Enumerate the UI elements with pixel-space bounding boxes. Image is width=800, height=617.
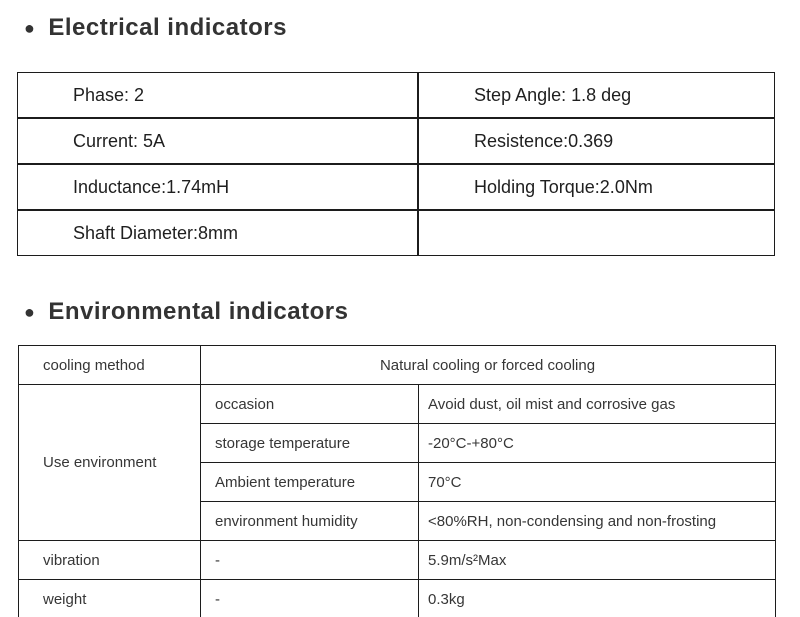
weight-dash: - bbox=[200, 579, 419, 617]
table-row: Current: 5A Resistence:0.369 bbox=[17, 118, 775, 164]
table-row: Inductance:1.74mH Holding Torque:2.0Nm bbox=[17, 164, 775, 210]
environmental-section-heading: ● Environmental indicators bbox=[24, 298, 800, 326]
cooling-method-value: Natural cooling or forced cooling bbox=[200, 345, 776, 385]
environment-humidity-label: environment humidity bbox=[200, 501, 419, 541]
environmental-table: cooling method Natural cooling or forced… bbox=[18, 345, 776, 617]
storage-temperature-value: -20°C-+80°C bbox=[418, 423, 776, 463]
table-row-storage-temperature: storage temperature -20°C-+80°C bbox=[19, 423, 776, 463]
table-row-vibration: vibration - 5.9m/s²Max bbox=[18, 540, 776, 580]
occasion-value: Avoid dust, oil mist and corrosive gas bbox=[418, 384, 776, 424]
storage-temperature-label: storage temperature bbox=[200, 423, 419, 463]
use-environment-label: Use environment bbox=[18, 384, 201, 541]
electrical-section-heading: ● Electrical indicators bbox=[24, 0, 800, 42]
environment-humidity-value: <80%RH, non-condensing and non-frosting bbox=[418, 501, 776, 541]
table-row: Shaft Diameter:8mm bbox=[17, 210, 775, 256]
spec-cell-phase: Phase: 2 bbox=[17, 72, 419, 118]
vibration-label: vibration bbox=[18, 540, 201, 580]
spec-cell-empty bbox=[418, 210, 775, 256]
table-row-cooling-method: cooling method Natural cooling or forced… bbox=[18, 345, 776, 385]
electrical-table: Phase: 2 Step Angle: 1.8 deg Current: 5A… bbox=[17, 72, 775, 256]
table-row: Phase: 2 Step Angle: 1.8 deg bbox=[17, 72, 775, 118]
cooling-method-label: cooling method bbox=[18, 345, 201, 385]
vibration-dash: - bbox=[200, 540, 419, 580]
spec-cell-resistance: Resistence:0.369 bbox=[418, 118, 775, 164]
ambient-temperature-value: 70°C bbox=[418, 462, 776, 502]
occasion-label: occasion bbox=[200, 384, 419, 424]
table-row-ambient-temperature: Ambient temperature 70°C bbox=[19, 462, 776, 502]
spec-cell-shaft-diameter: Shaft Diameter:8mm bbox=[17, 210, 419, 256]
table-row-environment-humidity: environment humidity <80%RH, non-condens… bbox=[19, 501, 776, 541]
spec-cell-step-angle: Step Angle: 1.8 deg bbox=[418, 72, 775, 118]
bullet-icon: ● bbox=[24, 302, 36, 322]
weight-value: 0.3kg bbox=[418, 579, 776, 617]
spec-cell-inductance: Inductance:1.74mH bbox=[17, 164, 419, 210]
electrical-heading-text: Electrical indicators bbox=[48, 14, 287, 41]
table-row-occasion: Use environment occasion Avoid dust, oil… bbox=[18, 384, 776, 541]
table-row-weight: weight - 0.3kg bbox=[18, 579, 776, 617]
spec-cell-current: Current: 5A bbox=[17, 118, 419, 164]
weight-label: weight bbox=[18, 579, 201, 617]
environmental-heading-text: Environmental indicators bbox=[48, 298, 349, 325]
bullet-icon: ● bbox=[24, 18, 36, 38]
ambient-temperature-label: Ambient temperature bbox=[200, 462, 419, 502]
vibration-value: 5.9m/s²Max bbox=[418, 540, 776, 580]
spec-cell-holding-torque: Holding Torque:2.0Nm bbox=[418, 164, 775, 210]
